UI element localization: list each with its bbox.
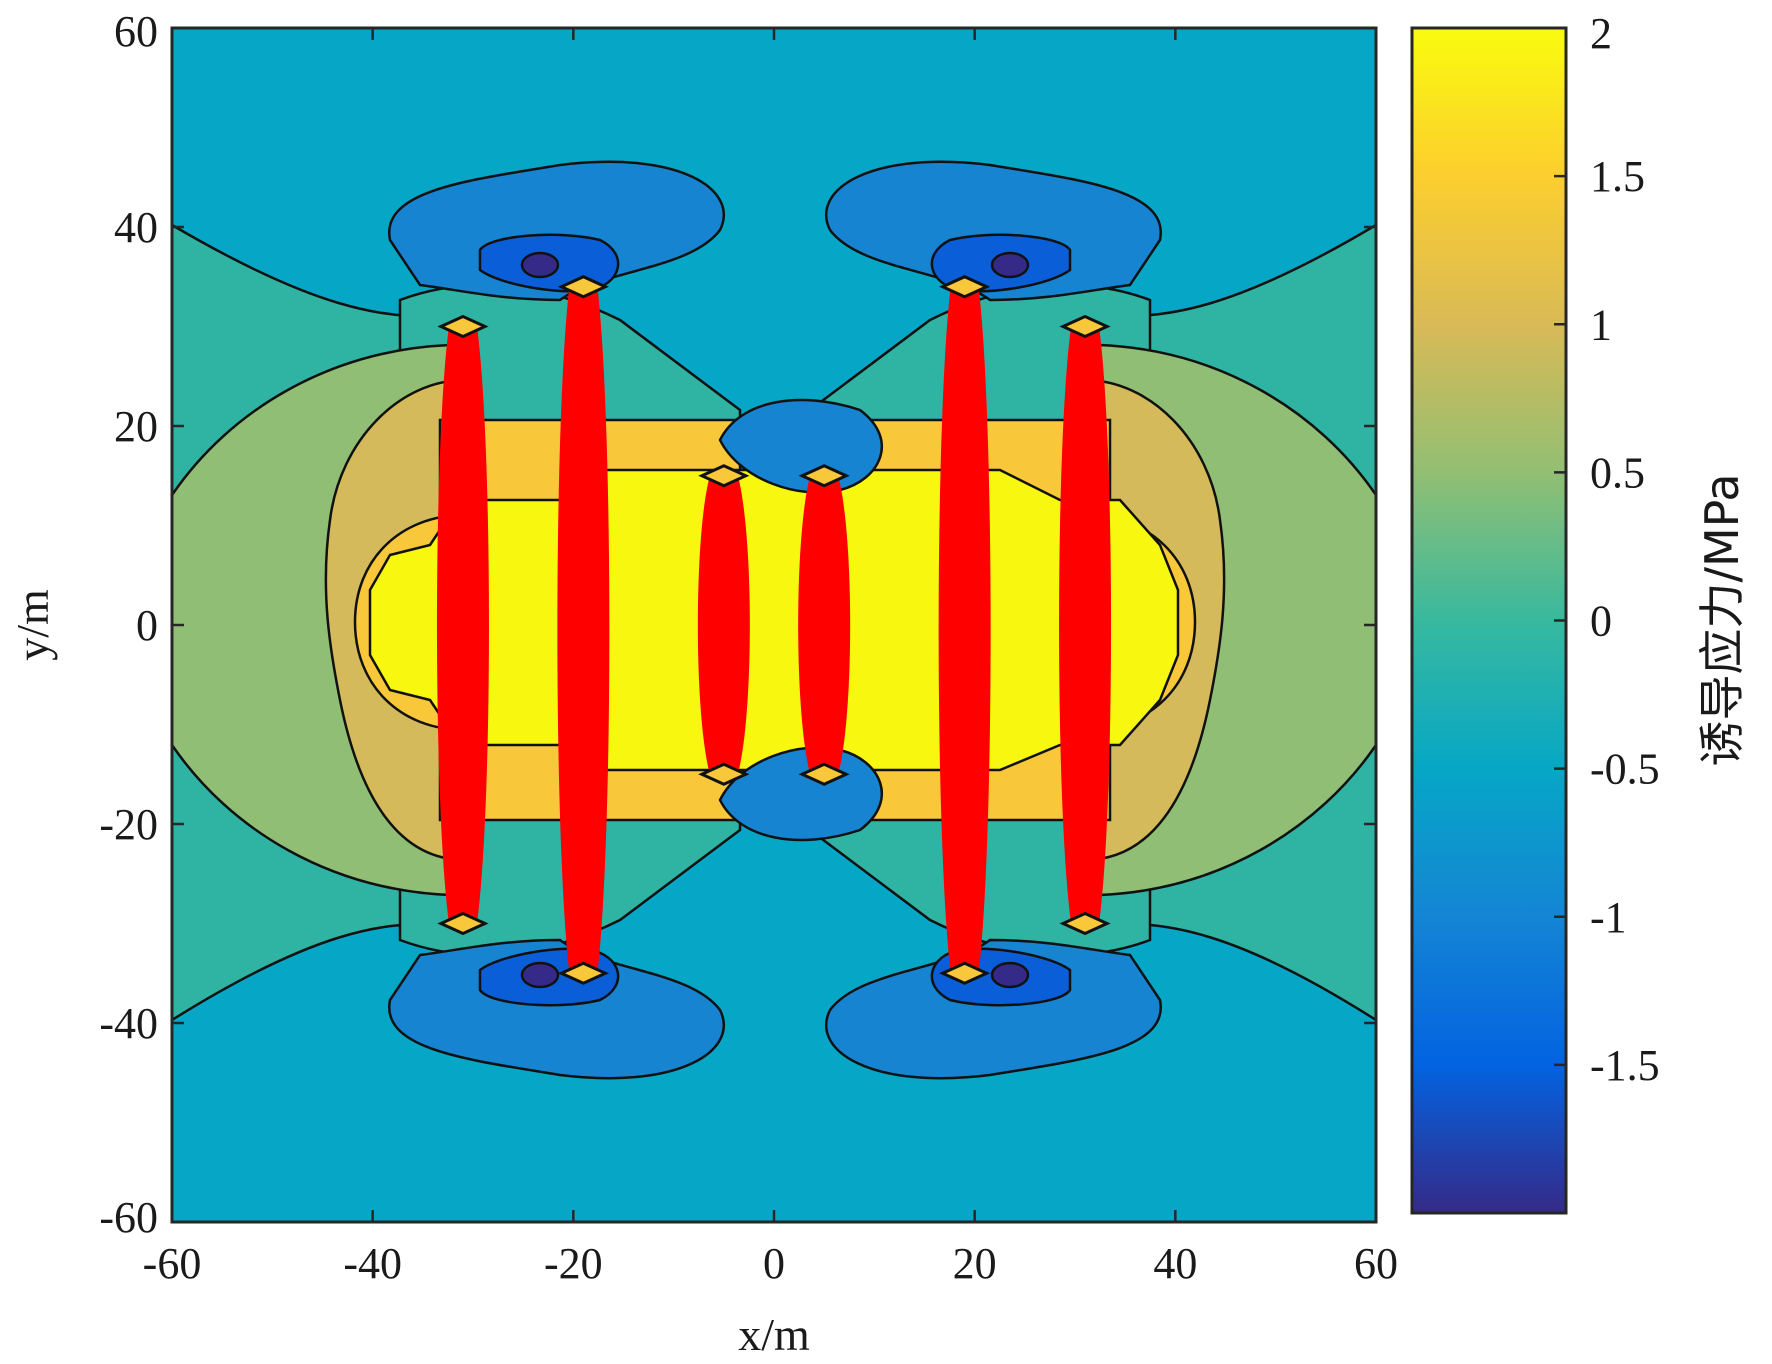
fracture-zone — [798, 475, 851, 775]
y-tick-label: -40 — [99, 999, 158, 1048]
fracture-zone — [938, 286, 991, 974]
colorbar-tick-label: -1.5 — [1590, 1041, 1660, 1090]
fracture-tip — [1059, 314, 1111, 339]
contour-band-two — [368, 468, 1180, 772]
colorbar: 2 1.5 1 0.5 0 -0.5 -1 -1.5 诱导应力/MPa — [1410, 9, 1749, 1215]
fracture-zone — [697, 475, 750, 775]
fracture-tip — [939, 961, 991, 985]
x-tick-label: 40 — [1153, 1239, 1197, 1288]
y-tick-label: -20 — [99, 800, 158, 849]
fracture-tip — [939, 275, 991, 299]
lobe-tl-core — [520, 251, 560, 279]
lobe-bottom-left — [388, 938, 726, 1080]
contour-band-one — [324, 378, 1226, 862]
fracture-tip — [557, 275, 609, 299]
colorbar-label: 诱导应力/MPa — [1695, 473, 1749, 766]
colorbar-tick-label: 0 — [1590, 597, 1612, 646]
fracture-tip — [557, 961, 609, 985]
fracture-zone — [1059, 326, 1112, 924]
fracture-tip — [437, 314, 489, 339]
lobe-center-top — [718, 398, 883, 494]
lobe-tr-core — [990, 251, 1030, 279]
y-axis-ticks: -60 -40 -20 0 20 40 60 — [99, 7, 1376, 1242]
x-tick-label: -40 — [343, 1239, 402, 1288]
x-tick-label: -20 — [544, 1239, 603, 1288]
x-axis-ticks: -60 -40 -20 0 20 40 60 — [143, 28, 1398, 1288]
colorbar-tick-label: 1 — [1590, 300, 1612, 349]
y-tick-label: 20 — [114, 402, 158, 451]
negative-lobes — [388, 160, 1162, 1080]
x-tick-label: 20 — [953, 1239, 997, 1288]
y-tick-label: 40 — [114, 203, 158, 252]
fracture-tip — [798, 762, 850, 786]
lobe-top-left — [388, 160, 726, 302]
fracture-tip — [1059, 911, 1111, 936]
x-axis-label: x/m — [738, 1309, 810, 1360]
colorbar-tick-label: 2 — [1590, 9, 1612, 58]
lobe-bl-core — [520, 961, 560, 989]
colorbar-tick-label: 0.5 — [1590, 448, 1645, 497]
fracture-tip — [698, 464, 750, 488]
lobe-bottom-right — [824, 938, 1162, 1080]
x-tick-label: -60 — [143, 1239, 202, 1288]
colorbar-gradient — [1412, 28, 1566, 1213]
y-axis-label: y/m — [7, 589, 58, 661]
y-tick-label: 0 — [136, 601, 158, 650]
colorbar-ticks: 2 1.5 1 0.5 0 -0.5 -1 -1.5 — [1554, 9, 1660, 1090]
lobe-br-core — [990, 961, 1030, 989]
colorbar-tick-label: 1.5 — [1590, 152, 1645, 201]
x-tick-label: 60 — [1354, 1239, 1398, 1288]
fracture-tip — [798, 464, 850, 488]
colorbar-tick-label: -0.5 — [1590, 745, 1660, 794]
x-tick-label: 0 — [763, 1239, 785, 1288]
fracture-zones — [436, 275, 1112, 985]
fracture-tip — [698, 762, 750, 786]
lobe-top-right — [824, 160, 1162, 302]
fracture-zone — [557, 286, 610, 974]
fracture-zone — [436, 326, 489, 924]
fracture-tip — [437, 911, 489, 936]
contour-plot — [172, 28, 1376, 1222]
y-tick-label: -60 — [99, 1193, 158, 1242]
y-tick-label: 60 — [114, 7, 158, 56]
colorbar-tick-label: -1 — [1590, 893, 1627, 942]
